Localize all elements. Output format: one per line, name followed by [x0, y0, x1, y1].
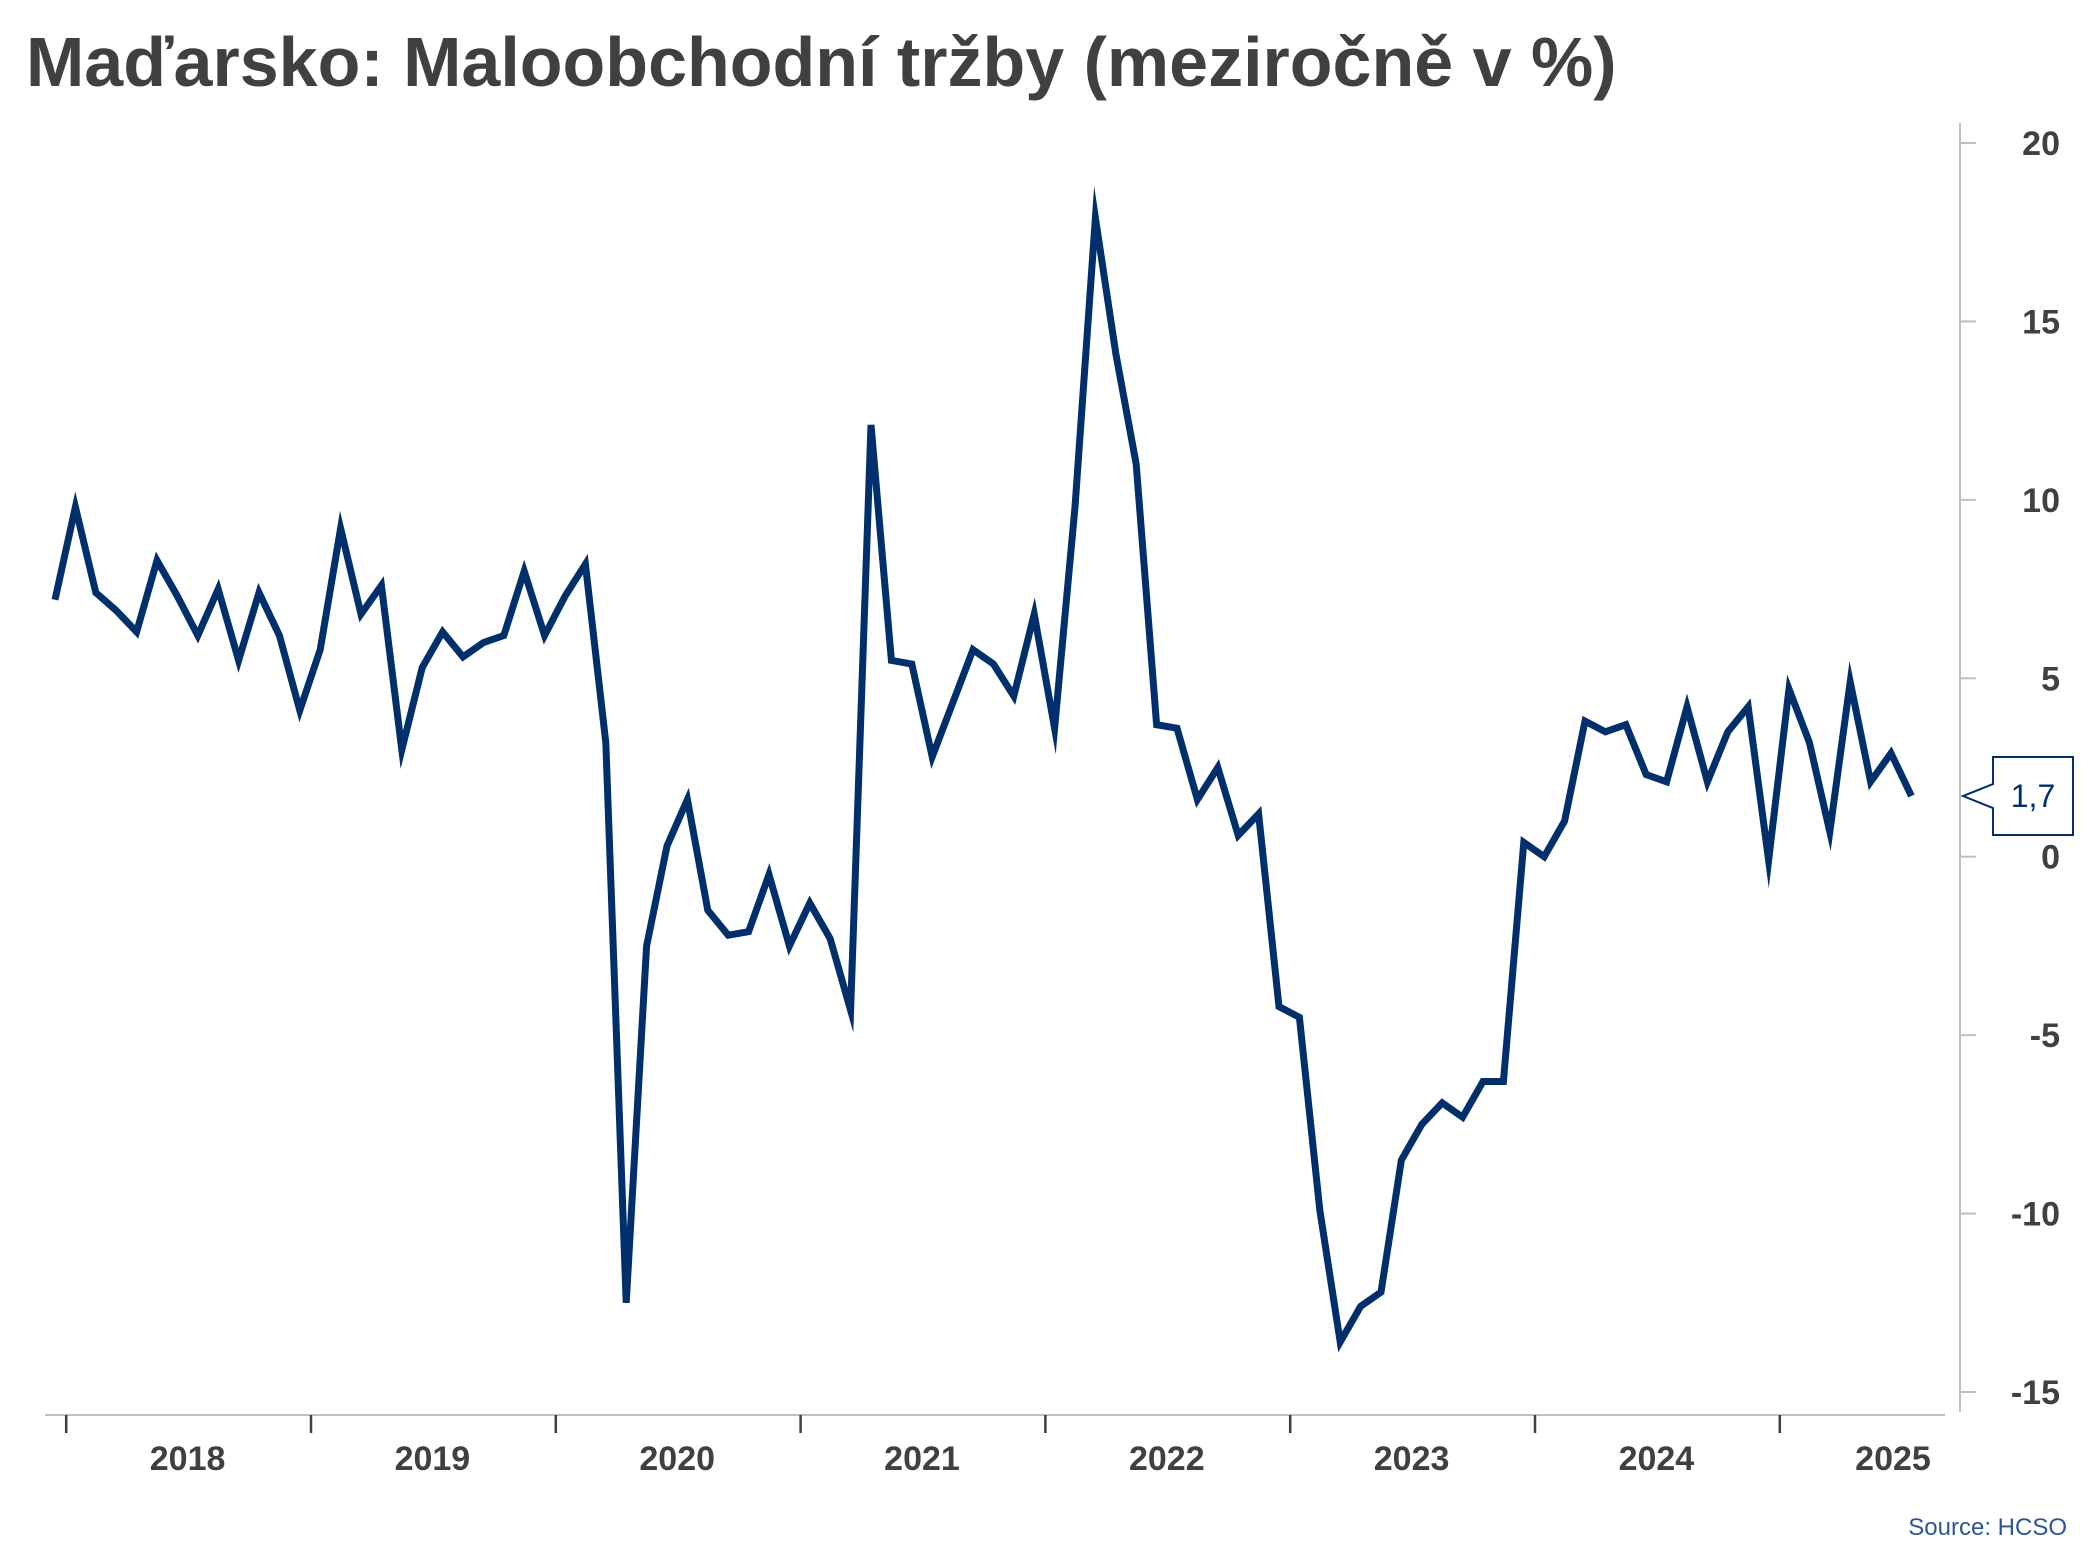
y-tick-label: -10	[2011, 1196, 2060, 1234]
last-value-callout: 1,7	[1960, 756, 2074, 837]
y-tick-label: 5	[2041, 660, 2060, 698]
series-layer	[51, 186, 1915, 1353]
x-tick-label: 2023	[1374, 1440, 1450, 1478]
x-tick-label: 2020	[639, 1440, 715, 1478]
x-tick-label: 2021	[884, 1440, 960, 1478]
y-tick-label: 0	[2041, 839, 2060, 877]
callout-box	[1960, 756, 2074, 837]
x-tick-label: 2024	[1619, 1440, 1695, 1478]
series-line	[51, 186, 1915, 1353]
x-tick-label: 2025	[1855, 1440, 1931, 1478]
x-tick-label: 2018	[150, 1440, 226, 1478]
x-tick-label: 2019	[395, 1440, 471, 1478]
x-axis: 2018 2019 2020 2021 2022 2023 2024 2025	[45, 1414, 1945, 1478]
y-tick-label: 10	[2022, 482, 2060, 520]
y-tick-label: -5	[2030, 1017, 2060, 1055]
y-axis: 20 15 10 5 0 -5 -10 -15	[1959, 123, 2060, 1412]
x-tick-label: 2022	[1129, 1440, 1205, 1478]
source-note: Source: HCSO	[1908, 1514, 2067, 1541]
callout-value: 1,7	[2011, 778, 2055, 814]
y-tick-label: -15	[2011, 1374, 2060, 1412]
y-tick-label: 15	[2022, 303, 2060, 341]
chart-title: Maďarsko: Maloobchodní tržby (meziročně …	[26, 23, 1617, 101]
y-tick-label: 20	[2022, 125, 2060, 163]
